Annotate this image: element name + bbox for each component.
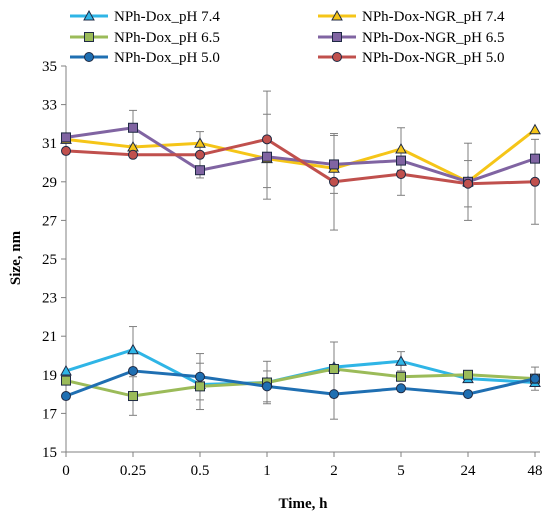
data-point bbox=[60, 364, 72, 376]
data-point bbox=[262, 151, 272, 162]
data-point bbox=[530, 176, 540, 187]
data-point bbox=[195, 381, 205, 392]
legend-marker bbox=[331, 9, 343, 21]
data-point bbox=[329, 159, 339, 170]
y-tick-label: 19 bbox=[42, 368, 57, 384]
y-tick-label: 23 bbox=[42, 291, 57, 307]
series-lines bbox=[65, 126, 536, 398]
data-point bbox=[396, 371, 406, 382]
legend-label: NPh-Dox_pH 7.4 bbox=[114, 9, 220, 25]
data-point bbox=[395, 142, 407, 154]
data-point bbox=[329, 389, 339, 400]
data-point bbox=[530, 373, 540, 384]
data-point bbox=[530, 153, 540, 164]
data-point bbox=[463, 369, 473, 380]
data-point bbox=[463, 389, 473, 400]
series-line bbox=[65, 137, 536, 186]
x-tick-label: 2 bbox=[330, 463, 338, 479]
data-point bbox=[396, 169, 406, 180]
x-tick-label: 0.25 bbox=[120, 463, 146, 479]
legend-marker bbox=[332, 52, 342, 62]
x-tick-label: 0.5 bbox=[191, 463, 210, 479]
data-point bbox=[61, 391, 71, 402]
legend-entry: NPh-Dox-NGR_pH 5.0 bbox=[318, 50, 505, 66]
data-point bbox=[127, 343, 139, 355]
series-line bbox=[65, 128, 536, 184]
data-point bbox=[194, 137, 206, 148]
legend-entry: NPh-Dox-NGR_pH 6.5 bbox=[318, 30, 505, 46]
x-tick-label: 1 bbox=[263, 463, 271, 479]
data-point bbox=[128, 149, 138, 160]
legend: NPh-Dox_pH 7.4 NPh-Dox-NGR_pH 7.4 NPh-Dox_… bbox=[70, 9, 505, 66]
series-line bbox=[65, 367, 536, 398]
data-point bbox=[463, 178, 473, 189]
data-point bbox=[396, 155, 406, 166]
data-point bbox=[395, 355, 407, 366]
legend-label: NPh-Dox_pH 5.0 bbox=[114, 50, 220, 66]
data-point bbox=[262, 381, 272, 392]
y-tick-label: 27 bbox=[42, 213, 58, 229]
y-tick-label: 17 bbox=[42, 406, 58, 422]
y-axis-label: Size, nm bbox=[8, 230, 24, 285]
legend-marker bbox=[332, 32, 342, 42]
data-point bbox=[61, 132, 71, 143]
legend-entry: NPh-Dox_pH 6.5 bbox=[70, 30, 220, 46]
legend-entry: NPh-Dox_pH 7.4 bbox=[70, 9, 220, 25]
legend-label: NPh-Dox-NGR_pH 7.4 bbox=[362, 9, 505, 25]
data-point bbox=[128, 365, 138, 376]
data-point bbox=[61, 375, 71, 386]
data-point bbox=[329, 364, 339, 375]
y-axis: 15 17 19 21 23 25 27 29 31 33 35 bbox=[42, 59, 67, 461]
legend-marker bbox=[84, 32, 94, 42]
data-point bbox=[396, 383, 406, 394]
series-line bbox=[65, 369, 536, 398]
data-point bbox=[195, 371, 205, 382]
legend-entry: NPh-Dox-NGR_pH 7.4 bbox=[318, 9, 505, 25]
data-point bbox=[128, 122, 138, 133]
y-tick-label: 35 bbox=[42, 59, 57, 75]
x-tick-label: 24 bbox=[461, 463, 477, 479]
data-point bbox=[128, 391, 138, 402]
x-tick-label: 0 bbox=[62, 463, 70, 479]
legend-entry: NPh-Dox_pH 5.0 bbox=[70, 50, 220, 66]
data-markers bbox=[60, 122, 541, 402]
legend-label: NPh-Dox_pH 6.5 bbox=[114, 30, 220, 46]
data-point bbox=[329, 176, 339, 187]
y-tick-label: 31 bbox=[42, 136, 57, 152]
x-axis: 0 0.25 0.5 1 2 5 24 48 bbox=[62, 451, 543, 479]
data-point bbox=[61, 145, 71, 156]
legend-label: NPh-Dox-NGR_pH 6.5 bbox=[362, 30, 505, 46]
data-point bbox=[195, 149, 205, 160]
data-point bbox=[195, 165, 205, 176]
data-point bbox=[529, 123, 541, 135]
y-tick-label: 33 bbox=[42, 98, 57, 114]
legend-label: NPh-Dox-NGR_pH 5.0 bbox=[362, 50, 505, 66]
legend-marker bbox=[83, 9, 95, 21]
legend-marker bbox=[84, 52, 94, 62]
x-axis-label: Time, h bbox=[279, 496, 329, 512]
y-tick-label: 15 bbox=[42, 445, 57, 461]
data-point bbox=[262, 134, 272, 145]
y-tick-label: 29 bbox=[42, 175, 57, 191]
x-tick-label: 48 bbox=[528, 463, 543, 479]
y-tick-label: 25 bbox=[42, 252, 57, 268]
y-tick-label: 21 bbox=[42, 329, 57, 345]
x-tick-label: 5 bbox=[397, 463, 405, 479]
